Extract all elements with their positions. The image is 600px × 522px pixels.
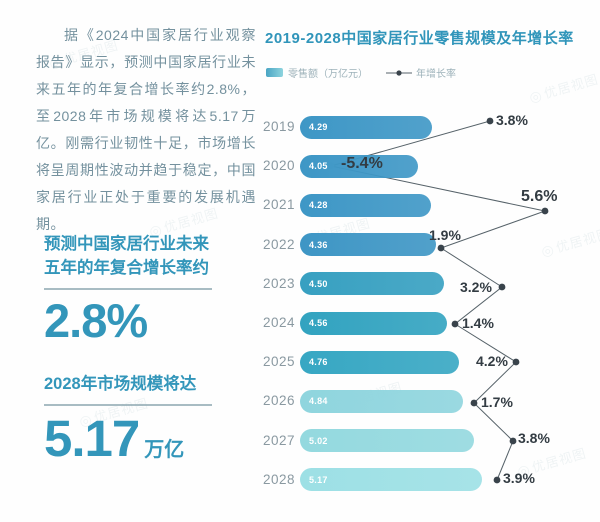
bar-value-label-2028: 5.17 xyxy=(309,474,328,485)
chart-legend: 零售额（万亿元） 年增长率 xyxy=(266,65,456,80)
growth-label-2024: 1.4% xyxy=(462,315,494,331)
summary-panel: 据《2024中国家居行业观察报告》显示，预测中国家居行业未来五年的年复合增长率约… xyxy=(36,22,256,238)
bar-value-label-2024: 4.56 xyxy=(309,318,328,328)
highlight-2028-scale: 2028年市场规模将达 5.17 万亿 xyxy=(44,372,222,466)
intro-paragraph: 据《2024中国家居行业观察报告》显示，预测中国家居行业未来五年的年复合增长率约… xyxy=(36,27,256,232)
bar-value-label-2022: 4.36 xyxy=(309,239,328,250)
year-label-2021: 2021 xyxy=(263,197,296,213)
bar-value-label-2021: 4.28 xyxy=(309,200,328,211)
year-label-2025: 2025 xyxy=(263,354,296,370)
legend-line-label: 年增长率 xyxy=(416,69,456,80)
growth-dot-2026 xyxy=(470,399,478,407)
year-label-2028: 2028 xyxy=(263,471,296,487)
growth-dot-2019 xyxy=(486,117,494,125)
scale-2028-value: 5.17 万亿 xyxy=(44,410,185,467)
growth-dot-2028 xyxy=(493,476,501,484)
year-label-2027: 2027 xyxy=(263,432,296,448)
retail-bar-2019: 4.29 xyxy=(300,115,432,139)
growth-dot-2021 xyxy=(541,207,549,215)
cagr-value: 2.8% xyxy=(44,294,148,347)
divider xyxy=(44,288,212,290)
retail-bar-2027: 5.02 xyxy=(300,429,474,453)
growth-label-2026: 1.7% xyxy=(481,394,513,410)
retail-bar-2021: 4.28 xyxy=(300,193,431,217)
highlight-cagr-label: 预测中国家居行业未来五年的年复合增长率约 xyxy=(44,235,209,277)
growth-label-2022: 1.9% xyxy=(429,227,461,243)
bar-value-label-2027: 5.02 xyxy=(309,435,328,446)
growth-label-2021: 5.6% xyxy=(521,188,558,205)
retail-bar-2026: 4.84 xyxy=(300,389,463,413)
growth-label-2025: 4.2% xyxy=(476,353,508,369)
legend-line-swatch-icon xyxy=(386,69,412,77)
growth-label-2023: 3.2% xyxy=(460,279,492,295)
growth-label-2027: 3.8% xyxy=(518,430,550,446)
highlight-cagr: 预测中国家居行业未来五年的年复合增长率约 2.8% xyxy=(44,232,222,345)
year-label-2020: 2020 xyxy=(263,158,296,174)
retail-bar-2028: 5.17 xyxy=(300,468,482,492)
retail-bar-2024: 4.56 xyxy=(300,311,447,335)
year-label-2026: 2026 xyxy=(263,393,296,409)
scale-unit: 万亿 xyxy=(144,439,185,461)
year-label-2022: 2022 xyxy=(263,236,296,252)
chart-title: 2019-2028中国家居行业零售规模及年增长率 xyxy=(265,30,574,47)
retail-bar-2020: 4.05 xyxy=(300,154,418,178)
growth-dot-2025 xyxy=(512,358,520,366)
growth-dot-2023 xyxy=(498,283,506,291)
legend-bar-swatch-icon xyxy=(266,68,283,77)
growth-label-2020: -5.4% xyxy=(341,155,383,172)
divider xyxy=(44,404,212,406)
growth-dot-2022 xyxy=(437,244,445,252)
legend-bar-label: 零售额（万亿元） xyxy=(288,69,368,80)
bar-value-label-2026: 4.84 xyxy=(309,396,328,407)
bar-value-label-2019: 4.29 xyxy=(309,122,328,132)
bar-value-label-2020: 4.05 xyxy=(309,161,328,172)
growth-label-2019: 3.8% xyxy=(496,112,528,128)
year-label-2023: 2023 xyxy=(263,275,296,291)
retail-bar-2023: 4.50 xyxy=(300,272,444,296)
year-label-2019: 2019 xyxy=(263,119,296,134)
bar-value-label-2023: 4.50 xyxy=(309,278,328,289)
retail-bar-2025: 4.76 xyxy=(300,350,459,374)
year-label-2024: 2024 xyxy=(263,315,296,330)
growth-dot-2024 xyxy=(451,320,459,328)
growth-label-2028: 3.9% xyxy=(503,470,535,486)
highlight-2028-label: 2028年市场规模将达 xyxy=(44,375,197,393)
growth-dot-2027 xyxy=(509,437,517,445)
bar-value-label-2025: 4.76 xyxy=(309,357,328,368)
retail-bar-2022: 4.36 xyxy=(300,233,436,257)
